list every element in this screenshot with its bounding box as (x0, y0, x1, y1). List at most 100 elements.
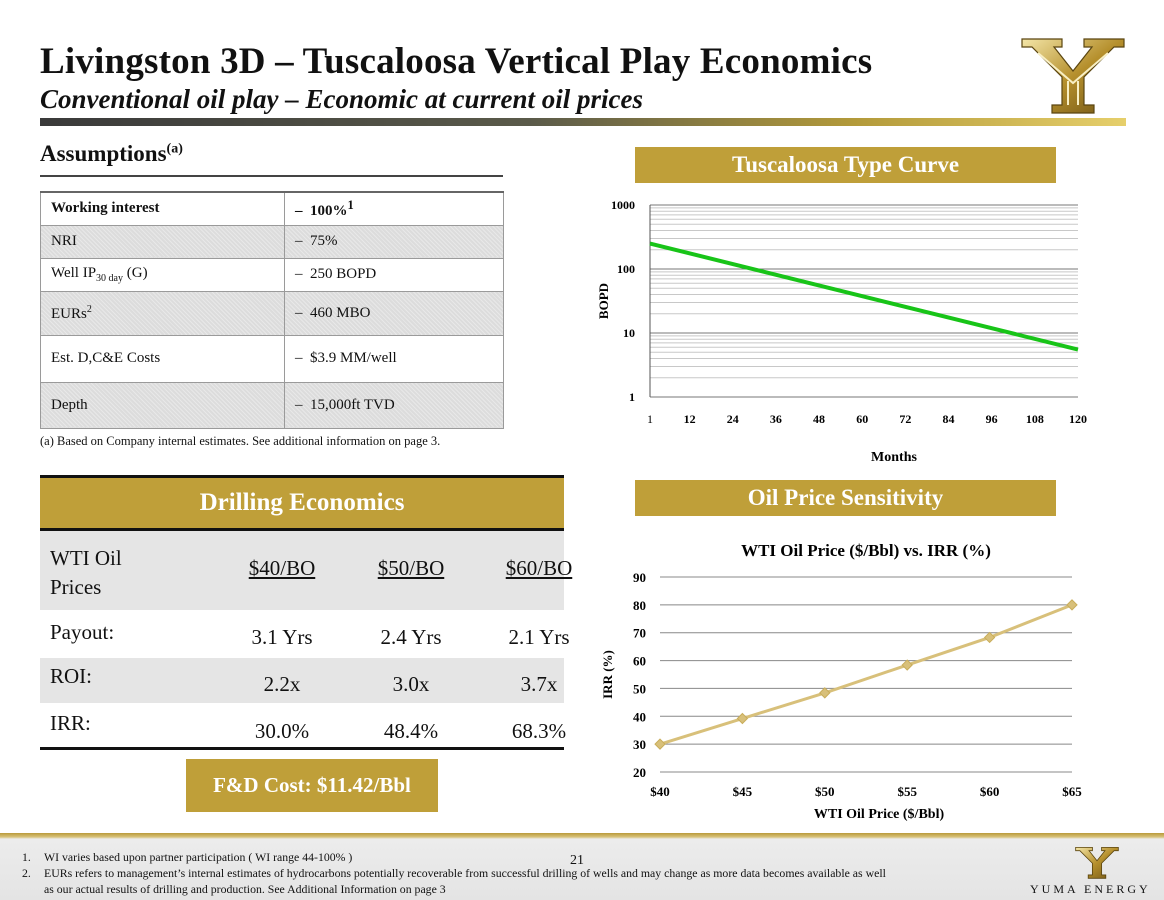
row-label: Payout: (50, 620, 115, 644)
data-point (736, 712, 749, 725)
yuma-small-logo-icon (1075, 846, 1119, 879)
x-axis-label: WTI Oil Price ($/Bbl) (814, 807, 945, 822)
chart-title: WTI Oil Price ($/Bbl) vs. IRR (%) (741, 541, 991, 560)
assumption-label: Well IP30 day (G) (40, 257, 285, 292)
x-tick-label: 36 (770, 412, 782, 426)
data-point (901, 659, 913, 671)
y-tick-label: 70 (633, 626, 646, 641)
payout-row: Payout: 3.1 Yrs 2.4 Yrs 2.1 Yrs (40, 610, 570, 658)
assumption-value: – 460 MBO (284, 290, 504, 336)
y-tick-label: 60 (633, 654, 646, 669)
assumption-value: – 75% (284, 224, 504, 259)
assumptions-footnote: (a) Based on Company internal estimates.… (40, 434, 441, 448)
x-tick-label: 108 (1026, 412, 1044, 426)
x-tick-label: $60 (980, 784, 1000, 799)
x-tick-label: $40 (650, 784, 670, 799)
assumption-label: EURs2 (40, 290, 285, 336)
y-tick-label: 20 (633, 765, 646, 780)
yuma-y-logo-icon (1021, 38, 1125, 114)
assumption-value: – $3.9 MM/well (284, 334, 504, 383)
price-cell: $50/BO (377, 556, 445, 580)
roi-cell: 3.0x (392, 672, 430, 696)
roi-row: ROI: 2.2x 3.0x 3.7x (40, 658, 564, 703)
assumptions-heading: Assumptions(a) (40, 141, 183, 166)
payout-cell: 2.1 Yrs (508, 625, 570, 649)
page-number: 21 (570, 853, 584, 868)
y-tick-label: 40 (633, 709, 646, 724)
assumption-value: – 250 BOPD (284, 257, 504, 292)
table-row: Well IP30 day (G) – 250 BOPD (40, 257, 504, 292)
x-axis-label: Months (871, 450, 917, 465)
assumption-label: Working interest (40, 191, 285, 226)
wti-prices-row: WTI Oil Prices $40/BO $50/BO $60/BO (40, 531, 572, 610)
oil-price-sensitivity-chart: WTI Oil Price ($/Bbl) vs. IRR (%) 20 30 40 5… (600, 541, 1082, 822)
price-cell: $40/BO (248, 556, 316, 580)
footer-band (0, 833, 1164, 900)
irr-cell: 68.3% (511, 719, 567, 743)
x-tick-label: $50 (815, 784, 835, 799)
table-row: EURs2 – 460 MBO (40, 290, 504, 336)
irr-line (659, 603, 1073, 746)
table-row: NRI – 75% (40, 224, 504, 259)
data-point (983, 631, 996, 644)
footnote-item: as our actual results of drilling and pr… (44, 882, 446, 896)
assumption-label: Depth (40, 381, 285, 429)
table-row: Est. D,C&E Costs – $3.9 MM/well (40, 334, 504, 383)
price-cell: $60/BO (505, 556, 573, 580)
type-curve-line (649, 241, 1079, 352)
x-tick-label: $45 (733, 784, 753, 799)
assumptions-rule (40, 175, 503, 177)
title-underline-bar (40, 118, 1126, 126)
brand-name: YUMA ENERGY (1030, 882, 1151, 896)
irr-cell: 48.4% (383, 719, 439, 743)
page-title: Livingston 3D – Tuscaloosa Vertical Play… (40, 41, 873, 82)
x-tick-label: 120 (1069, 412, 1087, 426)
footnote-item: 2. EURs refers to management’s internal e… (22, 866, 886, 880)
x-tick-label: 72 (899, 412, 911, 426)
data-point (819, 687, 831, 699)
table-row: Working interest – 100%1 (40, 191, 504, 226)
row-label: ROI: (50, 664, 92, 688)
y-tick-label: 1000 (611, 198, 635, 212)
assumption-value: – 15,000ft TVD (284, 381, 504, 429)
y-tick-label: 30 (633, 737, 646, 752)
data-point (654, 738, 666, 750)
table-row: Depth – 15,000ft TVD (40, 381, 504, 429)
x-tick-label: 24 (727, 412, 739, 426)
assumption-label: Est. D,C&E Costs (40, 334, 285, 383)
footnote-item: 1. WI varies based upon partner participa… (22, 850, 353, 864)
type-curve-chart: 1 10 100 1000 1 12 24 36 48 60 72 84 96 108 120 Months B… (596, 198, 1087, 465)
x-tick-label: 12 (684, 412, 696, 426)
y-tick-label: 50 (633, 681, 646, 696)
page-subtitle: Conventional oil play – Economic at curr… (40, 84, 644, 114)
assumptions-table: Working interest – 100%1 NRI – 75% Well … (40, 191, 504, 429)
drilling-economics-header: Drilling Economics (40, 475, 564, 531)
x-tick-label: $65 (1062, 784, 1082, 799)
y-axis-label: IRR (%) (600, 650, 615, 699)
x-tick-label: 60 (856, 412, 868, 426)
roi-cell: 3.7x (520, 672, 558, 696)
y-axis-label: BOPD (596, 283, 611, 319)
y-tick-label: 1 (629, 390, 635, 404)
x-tick-label: 84 (943, 412, 955, 426)
x-tick-label: 96 (986, 412, 998, 426)
irr-cell: 30.0% (254, 719, 310, 743)
type-curve-header: Tuscaloosa Type Curve (635, 147, 1056, 183)
footnotes: 1. WI varies based upon partner participa… (22, 849, 886, 897)
assumption-value: – 100%1 (284, 191, 504, 226)
y-tick-label: 100 (617, 262, 635, 276)
row-label: IRR: (50, 711, 91, 735)
y-tick-label: 80 (633, 598, 646, 613)
payout-cell: 2.4 Yrs (380, 625, 442, 649)
row-label: WTI Oil Prices (50, 546, 122, 599)
y-tick-label: 10 (623, 326, 635, 340)
x-tick-label: 48 (813, 412, 825, 426)
fd-cost-box: F&D Cost: $11.42/Bbl (186, 759, 438, 812)
y-tick-label: 90 (633, 570, 646, 585)
x-tick-label: 1 (647, 412, 653, 426)
data-point (1066, 599, 1078, 611)
assumption-label: NRI (40, 224, 285, 259)
payout-cell: 3.1 Yrs (251, 625, 313, 649)
roi-cell: 2.2x (263, 672, 301, 696)
irr-row: IRR: 30.0% 48.4% 68.3% (40, 703, 566, 750)
